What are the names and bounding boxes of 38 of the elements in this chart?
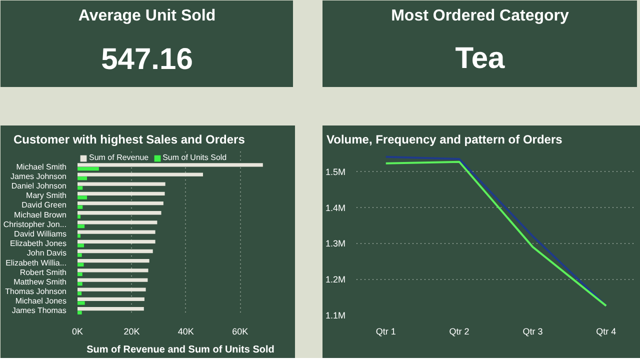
y-tick-label: Robert Smith [20,268,67,277]
chart-title: Customer with highest Sales and Orders [14,132,246,146]
y-tick-label: Thomas Johnson [5,287,67,296]
text: 547.16 [101,43,193,76]
text: Tea [455,42,506,76]
y-tick-label: John Davis [26,248,67,258]
y-tick-label: 1.1M [325,310,346,320]
x-tick-label: 0K [72,326,84,336]
y-tick-label: Michael Brown [14,210,67,220]
chart-title: Volume, Frequency and pattern of Orders [326,132,563,146]
y-tick-label: 1.2M [325,274,346,285]
y-tick-label: Matthew Smith [14,277,66,286]
legend-label: Sum of Units Sold [162,153,227,162]
x-tick-label: Qtr 1 [376,326,396,336]
y-tick-label: James Thomas [12,306,66,316]
y-tick-label: 1.5M [325,166,346,177]
x-tick-label: Qtr 4 [596,326,616,336]
x-tick-label: Qtr 2 [449,326,470,336]
y-tick-label: Daniel Johnson [11,182,67,191]
y-tick-label: 1.3M [325,238,346,249]
x-axis-title: Sum of Revenue and Sum of Units Sold [86,344,274,356]
y-tick-label: Elizabeth Willia... [6,258,67,268]
y-tick-label: 1.4M [325,202,346,213]
y-tick-label: Christopher Jon... [3,220,66,229]
y-tick-label: David Williams [14,229,67,238]
text: Most Ordered Category [391,8,570,24]
y-tick-label: Mary Smith [26,191,67,200]
x-tick-label: 20K [124,326,140,336]
legend-label: Sum of Revenue [89,153,149,162]
text: Average Unit Sold [78,8,216,24]
y-tick-label: Michael Jones [15,296,67,306]
x-tick-label: 40K [178,326,194,336]
y-tick-label: Elizabeth Jones [10,239,67,248]
x-tick-label: Qtr 3 [522,326,543,336]
x-tick-label: 60K [232,326,248,336]
y-tick-label: David Green [22,200,67,210]
y-tick-label: James Johnson [10,172,66,181]
y-tick-label: Michael Smith [16,162,67,172]
